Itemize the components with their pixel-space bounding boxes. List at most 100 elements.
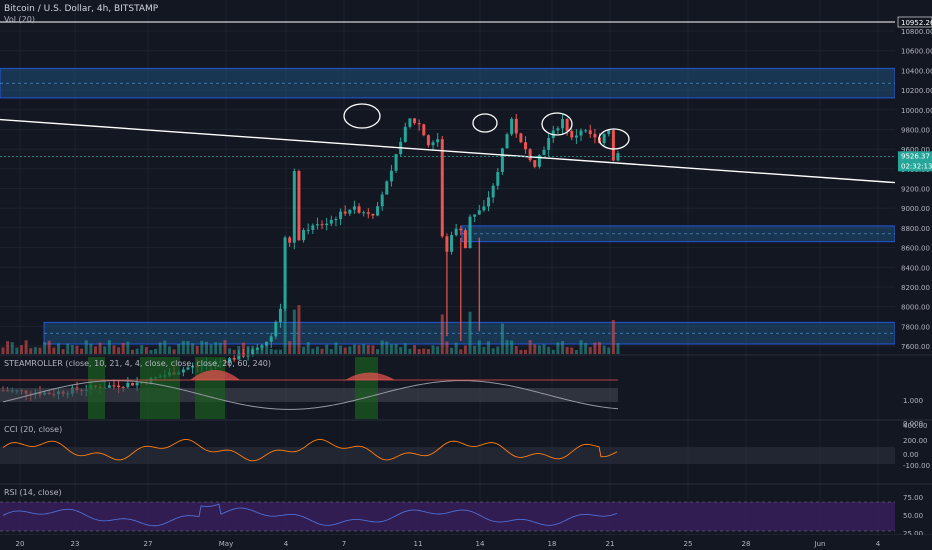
volume-bar bbox=[389, 344, 393, 354]
candle-body bbox=[542, 149, 546, 156]
candle-body bbox=[385, 181, 389, 195]
cci-tick: 200.00 bbox=[903, 437, 928, 445]
volume-bar bbox=[15, 347, 19, 354]
volume-bar bbox=[413, 345, 417, 354]
volume-bar bbox=[440, 314, 444, 354]
price-tick-label: 9200.00 bbox=[901, 186, 930, 194]
steamroller-red-hump bbox=[190, 370, 240, 380]
candle-body bbox=[237, 353, 241, 360]
candle-body bbox=[611, 130, 615, 161]
time-tick-label: 14 bbox=[476, 540, 485, 548]
steamroller-tick: 1.000 bbox=[903, 397, 923, 405]
candle-body bbox=[339, 211, 343, 220]
volume-bar bbox=[237, 346, 241, 354]
volume-bar bbox=[61, 349, 65, 354]
candle-body bbox=[135, 382, 139, 386]
volume-bar bbox=[200, 340, 204, 354]
volume-bar bbox=[505, 340, 509, 354]
candle-body bbox=[283, 237, 287, 309]
candle-body bbox=[380, 194, 384, 207]
volume-bar bbox=[195, 345, 199, 354]
volume-bar bbox=[223, 340, 227, 354]
volume-bar bbox=[29, 348, 33, 354]
volume-bar bbox=[352, 344, 356, 354]
candle-body bbox=[130, 382, 134, 386]
steamroller-red-hump bbox=[345, 372, 395, 380]
time-tick-label: Jun bbox=[814, 540, 826, 548]
volume-bar bbox=[140, 345, 144, 354]
candle-body bbox=[311, 225, 315, 230]
volume-bar bbox=[542, 344, 546, 354]
candle-body bbox=[121, 387, 125, 389]
candle-body bbox=[561, 119, 565, 129]
candle-body bbox=[454, 228, 458, 236]
volume-bar bbox=[533, 344, 537, 354]
time-tick-label: 4 bbox=[876, 540, 881, 548]
volume-bar bbox=[269, 348, 273, 354]
candle-body bbox=[477, 210, 481, 215]
volume-bar bbox=[232, 349, 236, 354]
candle-body bbox=[325, 223, 329, 226]
time-tick-label: 28 bbox=[742, 540, 751, 548]
top-circle-annotation bbox=[541, 112, 573, 136]
steamroller-green-zone bbox=[355, 357, 378, 419]
candle-body bbox=[357, 206, 361, 213]
candle-body bbox=[491, 185, 495, 198]
price-tick-label: 8200.00 bbox=[901, 284, 930, 292]
candle-body bbox=[547, 138, 551, 150]
candle-body bbox=[107, 385, 111, 388]
price-tick-label: 9000.00 bbox=[901, 205, 930, 213]
top-circle-annotation bbox=[343, 103, 381, 129]
price-tick-label: 10200.00 bbox=[901, 87, 932, 95]
time-tick-label: 27 bbox=[144, 540, 153, 548]
volume-bar bbox=[473, 345, 477, 354]
symbol-title: Bitcoin / U.S. Dollar, 4h, BITSTAMP bbox=[4, 4, 159, 14]
candle-body bbox=[459, 228, 463, 231]
candle-body bbox=[514, 118, 518, 134]
price-tick-label: 10000.00 bbox=[901, 107, 932, 115]
candle-body bbox=[228, 358, 232, 363]
volume-bar bbox=[255, 348, 259, 354]
volume-bar bbox=[306, 342, 310, 354]
volume-bar bbox=[561, 341, 565, 354]
volume-bar bbox=[376, 349, 380, 354]
volume-bar bbox=[408, 348, 412, 354]
volume-bar bbox=[144, 347, 148, 354]
time-tick-label: 4 bbox=[284, 540, 289, 548]
price-tick-label: 10400.00 bbox=[901, 67, 932, 75]
top-price-tag-text: 10952.26 bbox=[901, 19, 932, 27]
volume-bar bbox=[10, 342, 14, 354]
candle-body bbox=[482, 206, 486, 211]
price-tick-label: 9800.00 bbox=[901, 126, 930, 134]
current-price-tag-text: 9526.37 bbox=[901, 152, 930, 160]
volume-bar bbox=[565, 347, 569, 354]
volume-bar bbox=[288, 341, 292, 354]
price-axis-bg bbox=[895, 0, 932, 550]
volume-bar bbox=[228, 348, 232, 354]
countdown-tag-text: 02:32:13 bbox=[901, 162, 932, 170]
top-circle-annotation bbox=[472, 113, 498, 133]
volume-bar bbox=[241, 342, 245, 354]
volume-bar bbox=[265, 342, 269, 354]
volume-bar bbox=[70, 345, 74, 354]
volume-bar bbox=[107, 340, 111, 354]
volume-bar bbox=[177, 343, 181, 354]
volume-bar bbox=[570, 347, 574, 354]
candle-body bbox=[593, 134, 597, 138]
volume-bar bbox=[607, 347, 611, 354]
volume-bar bbox=[56, 343, 60, 354]
volume-label: Vol (20) bbox=[4, 15, 35, 24]
price-tick-label: 8800.00 bbox=[901, 225, 930, 233]
candle-body bbox=[487, 197, 491, 207]
candle-body bbox=[329, 219, 333, 224]
volume-bar bbox=[329, 349, 333, 354]
volume-bar bbox=[89, 343, 93, 354]
volume-bar bbox=[297, 305, 301, 354]
candle-body bbox=[389, 170, 393, 182]
volume-bar bbox=[394, 343, 398, 354]
volume-bar bbox=[445, 341, 449, 354]
time-tick-label: 7 bbox=[342, 540, 346, 548]
volume-bar bbox=[399, 347, 403, 354]
volume-bar bbox=[311, 348, 315, 354]
